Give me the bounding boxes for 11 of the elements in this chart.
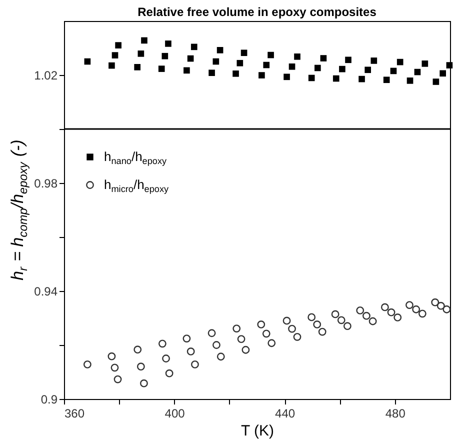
x-axis-title: T (K) xyxy=(240,422,274,440)
y-tick-label: 1.02 xyxy=(34,68,58,82)
x-tick-label: 480 xyxy=(385,406,406,420)
y-tick-label: 0.9 xyxy=(40,392,58,406)
x-tick-label: 440 xyxy=(275,406,296,420)
x-tick-label: 400 xyxy=(164,406,186,420)
y-tick-label: 0.98 xyxy=(34,176,58,190)
x-tick-label: 360 xyxy=(64,406,85,420)
chart-title: Relative free volume in epoxy composites xyxy=(138,5,377,19)
y-axis-title: hr = hcomp/hepoxy (-) xyxy=(8,140,30,280)
y-tick-label: 0.94 xyxy=(34,284,58,298)
